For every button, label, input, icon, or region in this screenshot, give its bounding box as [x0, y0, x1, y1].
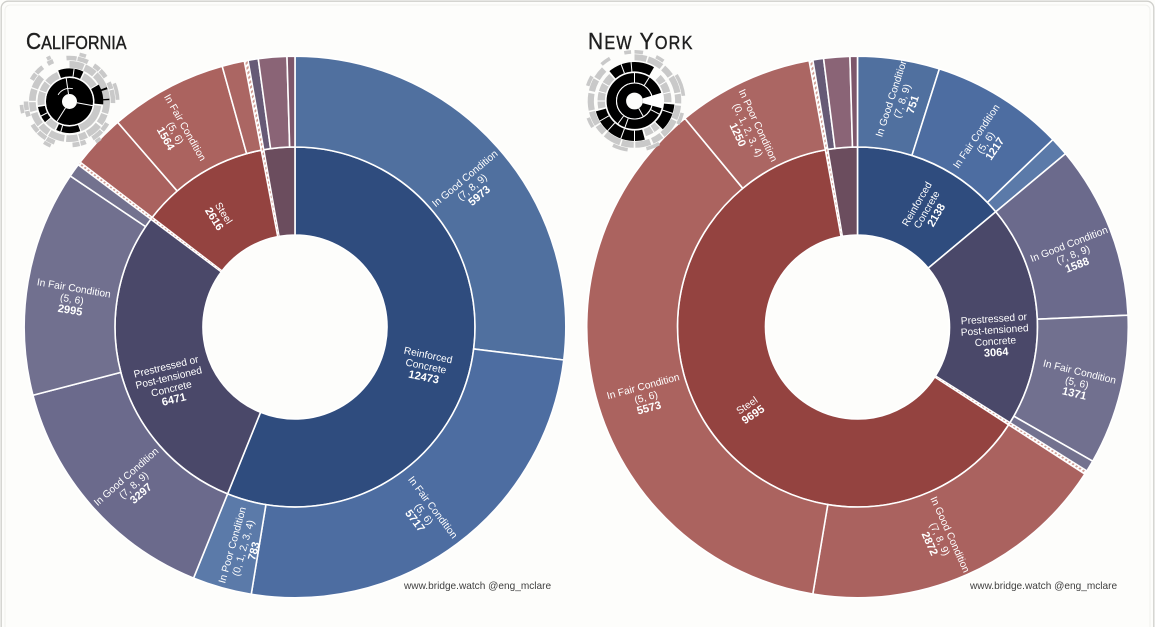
svg-text:(5, 6): (5, 6): [59, 293, 84, 308]
svg-text:3064: 3064: [983, 346, 1009, 360]
svg-text:6471: 6471: [161, 391, 188, 408]
svg-text:1371: 1371: [1061, 385, 1088, 402]
svg-text:2995: 2995: [57, 303, 83, 319]
svg-text:Post-tensioned: Post-tensioned: [960, 323, 1029, 339]
svg-text:751: 751: [905, 94, 922, 115]
svg-text:Concrete: Concrete: [974, 335, 1016, 349]
svg-text:Prestressed or: Prestressed or: [960, 312, 1027, 328]
svg-text:783: 783: [246, 541, 263, 562]
svg-text:(5, 6): (5, 6): [1064, 375, 1090, 391]
